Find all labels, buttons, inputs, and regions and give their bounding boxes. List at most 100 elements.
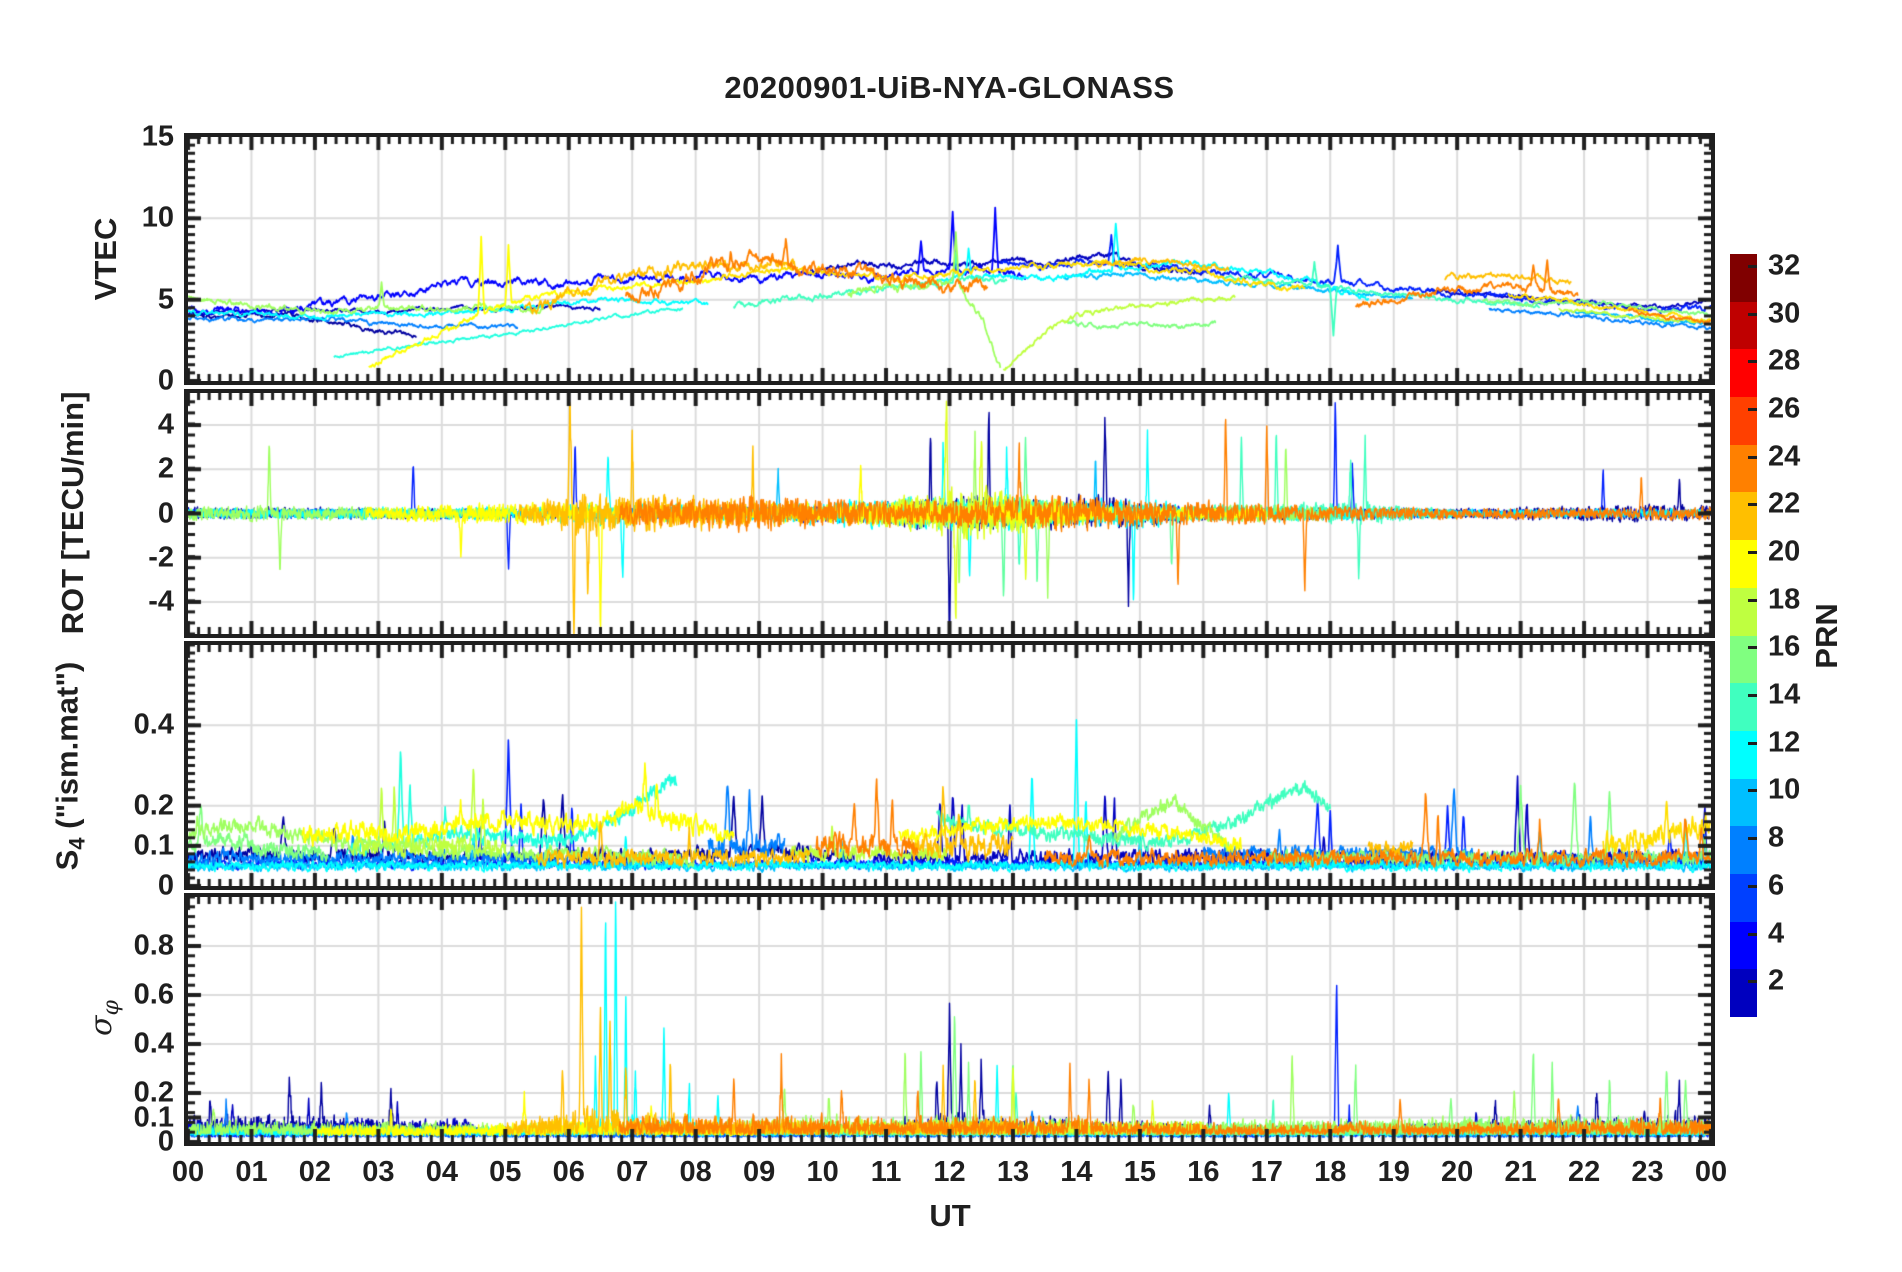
panel-vtec xyxy=(184,133,1715,385)
y-tick-label: 0.2 xyxy=(133,1076,174,1109)
colorbar-tick-label: 16 xyxy=(1768,630,1801,663)
chart-title: 20200901-UiB-NYA-GLONASS xyxy=(724,70,1175,105)
x-tick-label: 17 xyxy=(1250,1156,1283,1188)
y-axis-label-vtec-text: VTEC xyxy=(88,217,123,301)
colorbar-tick xyxy=(1748,598,1757,602)
y-axis-label-rot: ROT [TECU/min] xyxy=(55,392,91,635)
y-axis-label-sigma-phi: σφ xyxy=(84,1000,124,1036)
colorbar-tick xyxy=(1748,980,1757,984)
colorbar-tick-label: 2 xyxy=(1768,964,1785,997)
x-tick-label: 01 xyxy=(235,1156,268,1188)
y-axis-label-s4: S4 ("ism.mat") xyxy=(49,662,90,871)
colorbar-band xyxy=(1730,301,1757,350)
x-tick-label: 00 xyxy=(171,1156,205,1188)
sigma-symbol: σ xyxy=(84,1015,119,1036)
x-tick-label: 18 xyxy=(1314,1156,1347,1188)
colorbar-tick xyxy=(1748,503,1757,507)
colorbar-tick-label: 10 xyxy=(1768,773,1801,806)
colorbar-tick xyxy=(1748,407,1757,411)
colorbar-tick-label: 20 xyxy=(1768,535,1801,568)
colorbar-tick-label: 30 xyxy=(1768,297,1801,330)
colorbar-tick-label: 22 xyxy=(1768,487,1801,520)
x-tick-label: 04 xyxy=(425,1156,458,1188)
colorbar-tick-label: 18 xyxy=(1768,583,1801,616)
y-tick-label: -2 xyxy=(148,541,174,574)
x-tick-label: 10 xyxy=(806,1156,839,1188)
panel-rot xyxy=(184,389,1715,638)
y-tick-label: 0.4 xyxy=(133,1027,174,1060)
x-tick-label: 03 xyxy=(362,1156,395,1188)
colorbar-band xyxy=(1730,825,1757,874)
panel-s4 xyxy=(184,641,1715,890)
x-tick-label: 19 xyxy=(1377,1156,1410,1188)
y-tick-label: 0.2 xyxy=(133,789,174,822)
colorbar-tick-label: 8 xyxy=(1768,821,1785,854)
colorbar-tick-label: 26 xyxy=(1768,392,1801,425)
y-tick-label: 10 xyxy=(141,201,174,234)
y-tick-label: 0 xyxy=(157,869,174,902)
y-tick-label: 2 xyxy=(157,452,174,485)
x-tick-label: 11 xyxy=(870,1156,902,1188)
y-tick-label: 15 xyxy=(141,120,174,153)
colorbar-tick-label: 6 xyxy=(1768,869,1785,902)
x-tick-label: 14 xyxy=(1060,1156,1093,1188)
panel-sigma-phi xyxy=(184,893,1715,1146)
y-axis-label-vtec: VTEC xyxy=(88,218,124,301)
x-tick-label: 20 xyxy=(1441,1156,1474,1188)
colorbar-tick xyxy=(1748,551,1757,555)
colorbar-band xyxy=(1730,587,1757,636)
x-tick-label: 16 xyxy=(1187,1156,1220,1188)
x-tick-label: 15 xyxy=(1123,1156,1157,1188)
phi-subscript: φ xyxy=(99,1000,124,1016)
x-tick-label: 12 xyxy=(933,1156,966,1188)
colorbar-tick xyxy=(1748,741,1757,745)
x-tick-label: 00 xyxy=(1694,1156,1728,1188)
colorbar-tick xyxy=(1748,455,1757,459)
colorbar-tick xyxy=(1748,360,1757,364)
colorbar-band xyxy=(1730,253,1757,302)
s4-subscript: 4 xyxy=(64,837,90,850)
colorbar-tick-label: 32 xyxy=(1768,249,1801,282)
colorbar-tick xyxy=(1748,694,1757,698)
x-tick-label: 05 xyxy=(489,1156,522,1188)
colorbar-tick xyxy=(1748,884,1757,888)
colorbar-tick xyxy=(1748,312,1757,316)
colorbar-band xyxy=(1730,491,1757,541)
colorbar-tick-label: 12 xyxy=(1768,726,1801,759)
x-tick-label: 22 xyxy=(1567,1156,1601,1188)
colorbar-band xyxy=(1730,348,1757,398)
colorbar-tick-label: 28 xyxy=(1768,344,1801,377)
colorbar-band xyxy=(1730,396,1757,445)
y-axis-label-rot-text: ROT [TECU/min] xyxy=(55,391,90,635)
colorbar-tick-label: 14 xyxy=(1768,678,1801,711)
colorbar-title: PRN xyxy=(1809,603,1844,669)
colorbar-band xyxy=(1730,635,1757,684)
colorbar-band xyxy=(1730,444,1757,493)
x-tick-label: 06 xyxy=(552,1156,585,1188)
y-tick-label: 5 xyxy=(157,283,174,316)
colorbar-band xyxy=(1730,730,1757,779)
y-tick-label: 0.1 xyxy=(133,829,174,862)
x-tick-label: 09 xyxy=(742,1156,776,1188)
y-tick-label: 0.1 xyxy=(133,1101,174,1133)
colorbar-band xyxy=(1730,539,1757,588)
s4-suffix: ("ism.mat") xyxy=(49,661,85,838)
x-tick-label: 07 xyxy=(616,1156,649,1188)
colorbar-band xyxy=(1730,682,1757,731)
colorbar-tick xyxy=(1748,932,1757,936)
colorbar-band xyxy=(1730,778,1757,827)
colorbar-tick xyxy=(1748,646,1757,650)
x-tick-label: 13 xyxy=(996,1156,1030,1188)
y-tick-label: 0.6 xyxy=(133,978,174,1011)
s4-symbol: S xyxy=(49,849,85,871)
x-tick-label: 02 xyxy=(298,1156,332,1188)
colorbar-tick xyxy=(1748,789,1757,793)
y-tick-label: 0.4 xyxy=(133,708,174,741)
x-axis-title: UT xyxy=(929,1198,971,1233)
colorbar-band xyxy=(1730,873,1757,922)
colorbar-tick-label: 4 xyxy=(1768,917,1785,950)
colorbar-tick xyxy=(1748,837,1757,841)
y-tick-label: 0 xyxy=(157,364,174,397)
colorbar-band xyxy=(1730,968,1757,1017)
